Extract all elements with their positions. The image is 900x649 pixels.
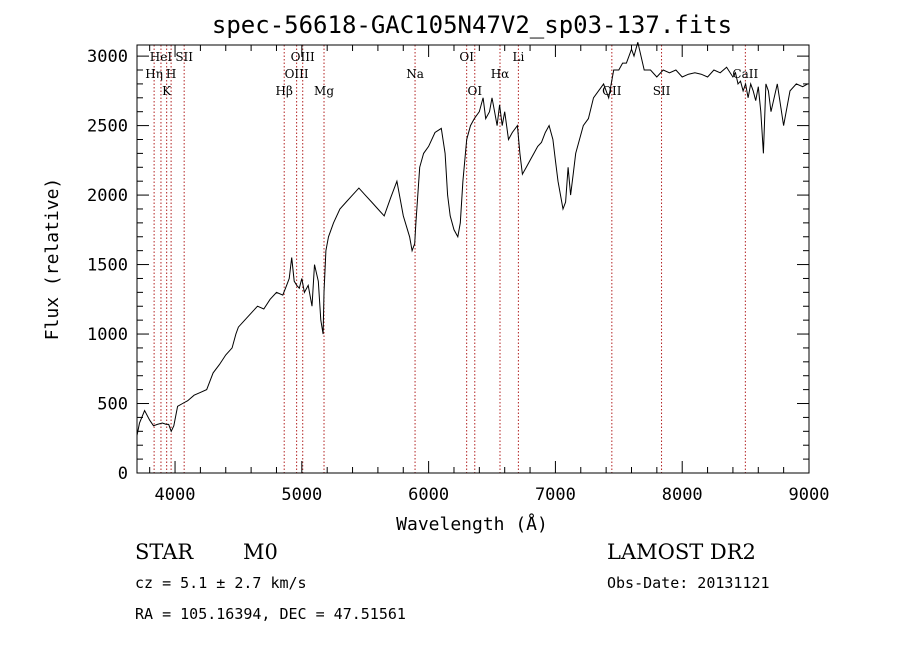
y-tick-label: 3000 — [87, 47, 128, 67]
y-tick-label: 2000 — [87, 186, 128, 206]
marker-label: OI — [467, 84, 482, 98]
marker-label: Hη — [145, 67, 163, 81]
x-tick-label: 9000 — [789, 485, 830, 505]
x-tick-label: 7000 — [535, 485, 576, 505]
y-tick-label: 1000 — [87, 325, 128, 345]
marker-label: Hβ — [276, 84, 293, 98]
x-tick-label: 8000 — [662, 485, 703, 505]
spectral-line-markers — [153, 45, 746, 473]
marker-label: Li — [512, 50, 524, 64]
plot-frame — [136, 44, 810, 474]
y-axis-label: Flux (relative) — [42, 178, 63, 341]
coordinates: RA = 105.16394, DEC = 47.51561 — [135, 605, 406, 623]
y-axis-ticks: 0 500 1000 1500 2000 2500 3000 — [87, 47, 809, 484]
marker-label: SII — [653, 84, 671, 98]
redshift-info: cz = 5.1 ± 2.7 km/s — [135, 574, 307, 592]
y-tick-label: 500 — [97, 395, 128, 415]
marker-label: HeI — [150, 50, 173, 64]
marker-label: CaII — [732, 67, 758, 81]
x-tick-label: 4000 — [155, 485, 196, 505]
x-tick-label: 6000 — [408, 485, 449, 505]
spectrum-line — [136, 42, 808, 436]
marker-label: OIII — [285, 67, 309, 81]
obs-date: Obs-Date: 20131121 — [607, 574, 770, 592]
survey-name: LAMOST DR2 — [607, 540, 756, 564]
x-tick-label: 5000 — [281, 485, 322, 505]
marker-label: OII — [602, 84, 622, 98]
marker-label: K — [162, 84, 172, 98]
y-tick-label: 2500 — [87, 117, 128, 137]
object-subclass: M0 — [243, 540, 278, 564]
marker-label: OI — [459, 50, 474, 64]
marker-label: OIII — [291, 50, 315, 64]
x-axis-ticks: 4000 5000 6000 7000 8000 9000 — [149, 45, 830, 505]
chart-title: spec-56618-GAC105N47V2_sp03-137.fits — [212, 11, 732, 39]
marker-label: Mg — [314, 84, 334, 98]
marker-label: H — [166, 67, 176, 81]
object-class: STAR — [135, 540, 194, 564]
x-axis-label: Wavelength (Å) — [396, 513, 548, 535]
marker-label: Hα — [491, 67, 510, 81]
y-tick-label: 0 — [118, 464, 128, 484]
marker-label: Na — [406, 67, 424, 81]
y-tick-label: 1500 — [87, 256, 128, 276]
marker-label: SII — [175, 50, 193, 64]
